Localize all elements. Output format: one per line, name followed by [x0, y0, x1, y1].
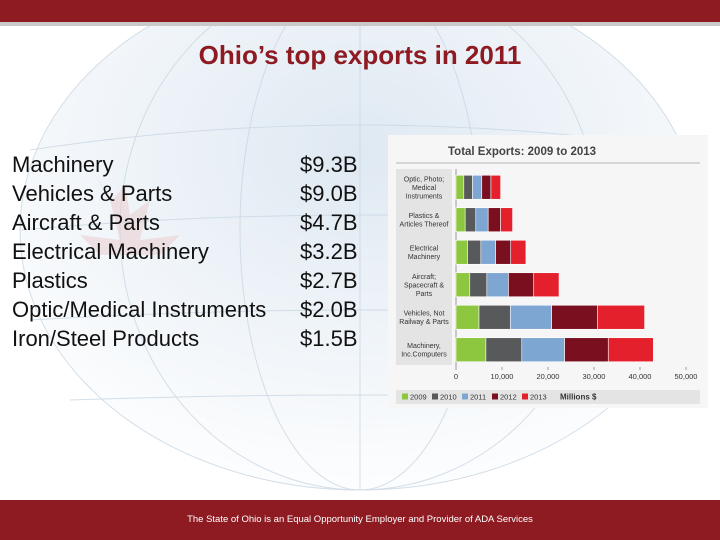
export-row: Machinery $9.3B	[12, 150, 358, 179]
category-panel	[396, 169, 452, 365]
export-name: Optic/Medical Instruments	[12, 297, 267, 322]
x-tick-label: 20,000	[537, 372, 560, 381]
x-tick-label: 0	[454, 372, 458, 381]
legend-label: 2010	[440, 393, 457, 402]
bar-segment-2011	[480, 239, 496, 265]
export-name: Plastics	[12, 268, 88, 293]
x-tick-label: 10,000	[491, 372, 514, 381]
export-value: $1.5B	[300, 326, 358, 351]
legend-swatch-2011	[462, 393, 468, 400]
legend-label: 2009	[410, 393, 427, 402]
legend-label: 2012	[500, 393, 517, 402]
bar-segment-2013	[510, 239, 527, 265]
category-label: Optic, Photo;	[404, 176, 445, 183]
bar-segment-2010	[467, 239, 482, 265]
bar-segment-2009	[455, 337, 487, 363]
legend-swatch-2013	[522, 393, 528, 400]
bar-segment-2012	[487, 207, 501, 233]
export-row: Optic/Medical Instruments $2.0B	[12, 295, 358, 324]
legend-label: 2013	[530, 393, 547, 402]
category-label: Machinery,	[407, 343, 441, 350]
exports-chart: Total Exports: 2009 to 2013 Optic, Photo;…	[388, 135, 708, 408]
x-axis-label: Millions $	[560, 393, 597, 402]
bar-segment-2013	[490, 174, 501, 200]
legend-panel	[396, 390, 700, 404]
bar-segment-2011	[486, 272, 509, 298]
export-name: Vehicles & Parts	[12, 181, 173, 206]
category-label: Inc.Computers	[401, 352, 447, 359]
bar-segment-2009	[455, 304, 480, 330]
bar-segment-2009	[455, 272, 471, 298]
legend-swatch-2012	[492, 393, 498, 400]
bar-segment-2009	[455, 239, 468, 265]
bar-segment-2009	[455, 174, 465, 200]
export-name: Machinery	[12, 152, 114, 177]
slide-title: Ohio’s top exports in 2011	[198, 40, 522, 70]
chart-title: Total Exports: 2009 to 2013	[448, 146, 596, 158]
bar-segment-2012	[551, 304, 598, 330]
bar-segment-2013	[500, 207, 513, 233]
bar-segment-2010	[485, 337, 523, 363]
bar-segment-2013	[533, 272, 560, 298]
export-row: Iron/Steel Products $1.5B	[12, 324, 358, 353]
category-label: Machinery	[408, 254, 441, 261]
category-label: Medical	[412, 185, 437, 192]
category-label: Parts	[416, 291, 433, 298]
x-tick-label: 50,000	[675, 372, 698, 381]
bar-segment-2011	[509, 304, 552, 330]
export-value: $9.0B	[300, 181, 358, 206]
x-tick-label: 40,000	[629, 372, 652, 381]
export-list: Machinery $9.3B Vehicles & Parts $9.0B Air…	[12, 150, 358, 353]
bar-segment-2013	[597, 304, 645, 330]
export-name: Aircraft & Parts	[12, 210, 160, 235]
legend-swatch-2009	[402, 393, 408, 400]
x-tick-label: 30,000	[583, 372, 606, 381]
bar-segment-2010	[469, 272, 488, 298]
bar-segment-2010	[464, 207, 477, 233]
bar-segment-2011	[521, 337, 565, 363]
export-row: Plastics $2.7B	[12, 266, 358, 295]
bar-segment-2012	[564, 337, 609, 363]
bar-segment-2010	[463, 174, 473, 200]
bar-segment-2011	[475, 207, 489, 233]
top-banner	[0, 0, 720, 26]
export-row: Electrical Machinery $3.2B	[12, 237, 358, 266]
exports-chart-svg: Total Exports: 2009 to 2013 Optic, Photo;…	[396, 146, 700, 404]
category-label: Aircraft;	[412, 274, 436, 281]
export-value: $3.2B	[300, 239, 358, 264]
category-label: Instruments	[406, 193, 443, 200]
bar-segment-2013	[607, 337, 654, 363]
export-row: Aircraft & Parts $4.7B	[12, 208, 358, 237]
export-name: Electrical Machinery	[12, 239, 209, 264]
export-name: Iron/Steel Products	[12, 326, 200, 351]
category-label: Spacecraft &	[404, 282, 444, 289]
export-value: $4.7B	[300, 210, 358, 235]
export-value: $9.3B	[300, 152, 358, 177]
bar-segment-2012	[495, 239, 512, 265]
bar-segment-2012	[481, 174, 492, 200]
bar-segment-2009	[455, 207, 466, 233]
export-value: $2.0B	[300, 297, 358, 322]
export-row: Vehicles & Parts $9.0B	[12, 179, 358, 208]
footer-bar: The State of Ohio is an Equal Opportunit…	[0, 500, 720, 540]
export-value: $2.7B	[300, 268, 358, 293]
bar-segment-2012	[508, 272, 535, 298]
legend-label: 2011	[470, 393, 486, 402]
footer-text: The State of Ohio is an Equal Opportunit…	[187, 514, 533, 525]
bar-segment-2011	[472, 174, 483, 200]
category-label: Electrical	[410, 246, 439, 253]
category-label: Articles Thereof	[400, 222, 449, 229]
category-label: Vehicles, Not	[404, 311, 445, 318]
category-label: Railway & Parts	[399, 319, 449, 326]
legend-swatch-2010	[432, 393, 438, 400]
category-label: Plastics &	[409, 213, 440, 220]
bar-segment-2010	[478, 304, 511, 330]
